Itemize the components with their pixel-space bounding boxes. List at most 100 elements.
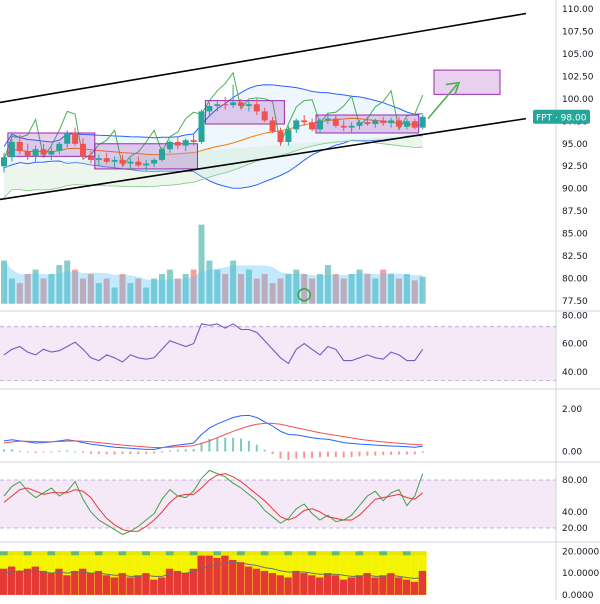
histogram-background-bar <box>355 551 364 595</box>
volume-bar <box>230 260 237 304</box>
volume-bar <box>293 269 300 304</box>
histogram-red-bar <box>181 573 190 595</box>
candle-body <box>16 141 23 151</box>
rsi-band-fill <box>0 326 556 381</box>
macd-histogram-bar <box>279 451 282 459</box>
ichimoku-span-line <box>3 140 423 198</box>
macd-histogram-bar <box>66 450 69 452</box>
histogram-red-bar <box>410 581 419 595</box>
candle-body <box>245 104 252 107</box>
volume-bar <box>182 274 189 304</box>
stoch-axis-tick: 40.00 <box>562 508 588 518</box>
price-axis-tick: 85.00 <box>562 230 588 240</box>
candle-body <box>419 116 426 128</box>
macd-histogram-bar <box>184 449 187 452</box>
histogram-cap-bar <box>102 551 111 556</box>
histogram-red-bar <box>102 575 111 595</box>
macd-histogram-bar <box>374 451 377 456</box>
histogram-cap-bar <box>63 551 72 556</box>
histogram-red-bar <box>15 570 24 595</box>
candle-body <box>8 141 15 158</box>
histogram-red-bar <box>363 573 371 595</box>
ichimoku-cloud <box>4 133 423 198</box>
macd-histogram-bar <box>366 451 369 456</box>
volume-bar <box>388 274 395 304</box>
volume-bar <box>364 274 371 304</box>
macd-signal-line <box>3 422 423 448</box>
histogram-cap-bar <box>31 551 40 556</box>
histogram-red-bar <box>47 573 55 595</box>
histogram-cap-bar <box>213 551 222 556</box>
volume-bar <box>198 224 205 304</box>
histogram-background-bar <box>158 551 166 595</box>
macd-histogram-bar <box>405 451 408 455</box>
histogram-background-bar <box>316 551 324 595</box>
candle-body <box>95 158 102 160</box>
volume-bar <box>411 280 418 304</box>
macd-histogram-bar <box>319 451 321 458</box>
histogram-cap-bar <box>395 551 403 556</box>
macd-histogram-bar <box>271 451 274 455</box>
volume-bar <box>372 278 379 304</box>
volume-bar <box>135 278 142 304</box>
macd-line <box>3 414 423 450</box>
histogram-red-bar <box>260 570 269 595</box>
histogram-red-bar <box>7 566 16 595</box>
histogram-cap-bar <box>300 551 309 556</box>
candle-body <box>166 141 173 150</box>
macd-histogram-bar <box>224 437 227 452</box>
histogram-background-bar <box>395 551 403 595</box>
price-axis-tick: 77.50 <box>562 297 588 307</box>
histogram-background-bar <box>276 551 285 595</box>
macd-histogram-bar <box>287 451 290 460</box>
histogram-cap-bar <box>189 551 198 556</box>
histogram-cap-bar <box>292 551 301 556</box>
lower-trend-line <box>0 117 527 201</box>
candle-body <box>103 158 110 162</box>
histogram-cap-bar <box>331 551 340 556</box>
histogram-background-bar <box>402 551 411 595</box>
macd-histogram-bar <box>413 451 416 455</box>
candle-body <box>230 102 237 106</box>
histogram-cap-bar <box>229 551 237 556</box>
histogram-background-bar <box>150 551 158 595</box>
histogram-cap-bar <box>308 551 316 556</box>
macd-histogram-bar <box>153 451 156 454</box>
macd-histogram-bar <box>263 449 266 452</box>
candle-body <box>190 140 197 142</box>
histogram-cap-bar <box>158 551 166 556</box>
volume-bar <box>348 274 355 304</box>
volume-bar <box>245 269 252 304</box>
volume-bar <box>253 278 260 304</box>
candle-body <box>40 149 47 155</box>
histogram-cap-bar <box>323 551 332 556</box>
histogram-cap-bar <box>205 551 214 556</box>
macd-histogram-bar <box>3 449 5 452</box>
volume-bar <box>127 283 134 304</box>
macd-histogram-bar <box>137 451 140 455</box>
histogram-background-bar <box>371 551 380 595</box>
histogram-cap-bar <box>71 551 79 556</box>
stoch-axis-tick: 80.00 <box>562 476 588 486</box>
bollinger-basis-line <box>3 117 423 158</box>
candle-body <box>206 106 213 112</box>
volume-bar <box>103 278 110 304</box>
candle-body <box>24 150 31 157</box>
rsi-axis-tick: 40.00 <box>562 368 588 378</box>
price-axis-tick: 80.00 <box>562 275 588 285</box>
histogram-cap-bar <box>197 551 206 556</box>
histogram-background-bar <box>410 551 419 595</box>
candle-body <box>111 159 118 162</box>
macd-histogram-bar <box>97 451 100 455</box>
histogram-cap-bar <box>165 551 174 556</box>
candle-body <box>340 125 347 128</box>
volume-bar <box>56 265 63 304</box>
histogram-cap-bar <box>118 551 127 556</box>
histogram-cap-bar <box>47 551 56 556</box>
candle-body <box>174 141 181 146</box>
candle-body <box>222 104 229 106</box>
histogram-red-bar <box>126 577 134 595</box>
volume-bar <box>1 260 7 304</box>
histogram-red-bar <box>347 577 355 595</box>
histogram-red-bar <box>308 575 316 595</box>
